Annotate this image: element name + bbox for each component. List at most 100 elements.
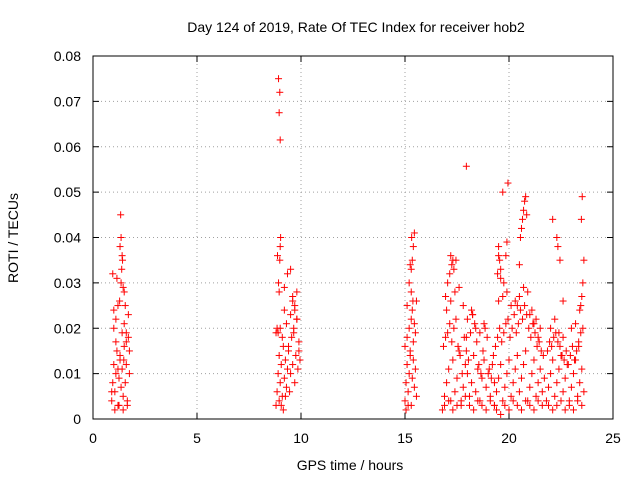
data-point: [485, 365, 493, 373]
data-point: [530, 320, 538, 328]
data-point: [470, 406, 478, 414]
data-point: [406, 351, 414, 359]
data-point: [462, 162, 470, 170]
data-point: [478, 401, 486, 409]
data-point: [550, 333, 558, 341]
data-point: [476, 329, 484, 337]
data-point: [526, 401, 534, 409]
data-point: [524, 288, 532, 296]
data-point: [559, 333, 567, 341]
data-point: [515, 292, 523, 300]
x-tick-label: 10: [293, 430, 309, 446]
data-point: [467, 329, 475, 337]
data-point: [455, 347, 463, 355]
data-point: [438, 406, 446, 414]
data-point: [528, 306, 536, 314]
data-point: [282, 383, 290, 391]
data-point: [407, 265, 415, 273]
data-point: [443, 379, 451, 387]
data-point: [280, 283, 288, 291]
data-point: [276, 256, 284, 264]
data-point: [119, 256, 127, 264]
data-point: [468, 306, 476, 314]
data-point: [448, 261, 456, 269]
data-point: [458, 370, 466, 378]
data-point: [513, 302, 521, 310]
data-point: [494, 270, 502, 278]
data-point: [449, 406, 457, 414]
data-point: [554, 243, 562, 251]
data-point: [281, 392, 289, 400]
data-point: [456, 351, 464, 359]
data-point: [401, 342, 409, 350]
data-point: [116, 243, 124, 251]
data-point: [533, 342, 541, 350]
data-point: [532, 392, 540, 400]
data-point: [109, 270, 117, 278]
data-point: [451, 388, 459, 396]
data-point: [523, 211, 531, 219]
data-point: [495, 374, 503, 382]
data-point: [561, 374, 569, 382]
data-point: [115, 374, 123, 382]
data-point: [511, 297, 519, 305]
data-point: [578, 193, 586, 201]
data-point: [461, 392, 469, 400]
data-point: [503, 238, 511, 246]
data-point: [573, 347, 581, 355]
data-point: [410, 229, 418, 237]
data-point: [273, 388, 281, 396]
data-point: [530, 356, 538, 364]
data-point: [480, 356, 488, 364]
data-point: [534, 397, 542, 405]
data-point: [276, 88, 284, 96]
axis-ticks: [92, 55, 614, 420]
data-point: [562, 347, 570, 355]
data-point: [276, 243, 284, 251]
data-point: [543, 347, 551, 355]
y-tick-label: 0.06: [54, 139, 81, 155]
data-point: [546, 338, 554, 346]
data-point: [110, 306, 118, 314]
y-tick-label: 0.07: [54, 93, 81, 109]
data-point: [578, 365, 586, 373]
data-point: [275, 279, 283, 287]
data-point: [520, 206, 528, 214]
data-point: [404, 401, 412, 409]
data-point: [536, 365, 544, 373]
data-point: [411, 365, 419, 373]
data-point: [447, 252, 455, 260]
data-point: [474, 397, 482, 405]
data-point: [489, 351, 497, 359]
data-point: [473, 338, 481, 346]
data-point: [574, 397, 582, 405]
data-point: [500, 279, 508, 287]
data-point: [480, 320, 488, 328]
data-point: [468, 379, 476, 387]
data-point: [577, 302, 585, 310]
data-point: [501, 383, 509, 391]
data-point: [508, 324, 516, 332]
data-point: [534, 333, 542, 341]
data-point: [558, 351, 566, 359]
data-point: [580, 256, 588, 264]
data-point: [462, 347, 470, 355]
data-point: [276, 379, 284, 387]
data-point: [481, 324, 489, 332]
data-point: [407, 315, 415, 323]
chart-title: Day 124 of 2019, Rate Of TEC Index for r…: [187, 19, 525, 35]
data-point: [571, 356, 579, 364]
data-point: [498, 338, 506, 346]
data-point: [457, 397, 465, 405]
y-tick-label: 0.04: [54, 230, 81, 246]
data-point: [545, 383, 553, 391]
data-point: [287, 370, 295, 378]
data-point: [410, 383, 418, 391]
data-point: [401, 397, 409, 405]
data-point: [291, 306, 299, 314]
data-point: [490, 379, 498, 387]
data-point: [463, 315, 471, 323]
data-point: [539, 351, 547, 359]
data-point: [534, 379, 542, 387]
